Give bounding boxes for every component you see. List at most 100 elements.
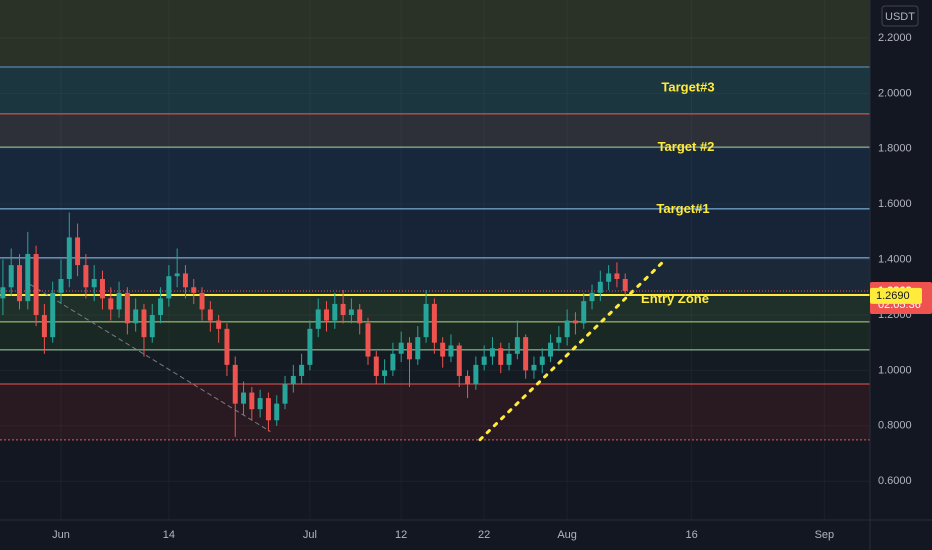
candle-body: [174, 273, 180, 277]
candle-body: [357, 309, 363, 324]
candle-body: [448, 345, 454, 357]
currency: USDT: [885, 11, 915, 23]
annotation: Target#3: [661, 79, 714, 94]
candle-body: [373, 356, 379, 376]
trendline: [29, 284, 271, 432]
candle-body: [548, 342, 554, 357]
candle-body: [249, 392, 255, 410]
zone: [0, 147, 870, 209]
candle-body: [216, 320, 222, 329]
candle-body: [564, 320, 570, 338]
price-axis: [870, 0, 932, 550]
candle-body: [572, 320, 578, 324]
candle-body: [307, 328, 313, 365]
x-tick-label: Jun: [52, 529, 70, 541]
candle-body: [83, 265, 89, 288]
zone: [0, 257, 870, 296]
zone: [0, 349, 870, 384]
annotation: Entry Zone: [641, 291, 709, 306]
candle-body: [241, 392, 247, 404]
candle-body: [58, 278, 64, 293]
candle-body: [481, 356, 487, 365]
candle-body: [232, 364, 238, 404]
candle-body: [332, 303, 338, 321]
candle-body: [315, 309, 321, 329]
trendline: [478, 260, 665, 442]
candle-body: [66, 237, 72, 279]
candle-body: [415, 337, 421, 360]
candle-body: [141, 309, 147, 338]
x-tick-label: 12: [395, 529, 407, 541]
candle-body: [489, 348, 495, 357]
candle-body: [390, 353, 396, 371]
y-tick-label: 1.8000: [878, 143, 912, 155]
zone: [0, 0, 870, 68]
zone: [0, 208, 870, 258]
candle-body: [423, 303, 429, 338]
candle-body: [158, 298, 164, 315]
x-tick-label: 14: [163, 529, 175, 541]
candle-body: [108, 298, 114, 310]
candle-body: [531, 364, 537, 371]
y-tick-label: 2.0000: [878, 87, 912, 99]
candle-body: [41, 314, 47, 338]
annotation: Target#1: [656, 201, 709, 216]
candle-body: [282, 384, 288, 404]
candle-body: [8, 265, 14, 288]
candle-body: [17, 265, 22, 302]
y-tick-label: 2.2000: [878, 32, 912, 44]
candle-body: [299, 364, 305, 376]
candle-body: [523, 337, 529, 371]
candle-body: [622, 278, 628, 291]
x-tick-label: Sep: [815, 529, 835, 541]
candle-body: [340, 303, 346, 315]
candle-body: [348, 309, 354, 315]
candle-body: [199, 292, 205, 310]
candle-body: [589, 292, 595, 302]
y-tick-label: 1.0000: [878, 364, 912, 376]
candle-body: [91, 278, 97, 288]
candle-body: [506, 353, 512, 365]
time-axis: [0, 520, 932, 550]
plot: Target#3 Target #2 Target#1 Entry Zone: [0, 0, 870, 520]
candle-body: [597, 281, 603, 293]
candle-body: [456, 345, 462, 376]
y-tick-label: 0.8000: [878, 420, 912, 432]
candle-body: [116, 292, 122, 310]
candle-body: [257, 398, 263, 410]
zone: [0, 67, 870, 114]
candle-body: [182, 273, 188, 288]
x-tick-label: 22: [478, 529, 490, 541]
y-tick-label: 0.6000: [878, 475, 912, 487]
candle-body: [50, 292, 56, 338]
candle-body: [406, 342, 412, 360]
candle-body: [539, 356, 545, 365]
candle-body: [498, 348, 504, 365]
candle-body: [133, 309, 139, 324]
zone: [0, 439, 870, 520]
candle-body: [149, 314, 155, 338]
x-tick-label: 16: [685, 529, 697, 541]
candle-body: [191, 287, 197, 293]
candle-body: [431, 303, 437, 343]
x-tick-label: Jul: [303, 529, 317, 541]
candle-body: [33, 254, 39, 315]
candle-body: [290, 375, 296, 385]
candle-body: [514, 337, 520, 354]
y-tick-label: 1.6000: [878, 198, 912, 210]
marker-badge: [870, 287, 922, 304]
candle-body: [473, 364, 479, 385]
candle-body: [606, 273, 612, 282]
x-tick-label: Aug: [557, 529, 577, 541]
zone: [0, 383, 870, 440]
candle-body: [25, 254, 31, 302]
candle-body: [274, 403, 280, 421]
candle-body: [99, 278, 105, 299]
annotation: Target #2: [658, 139, 715, 154]
candle-body: [207, 309, 213, 321]
candle-body: [224, 328, 230, 365]
currency-badge: [881, 5, 919, 27]
candle-body: [0, 287, 6, 299]
candle-body: [324, 309, 329, 321]
